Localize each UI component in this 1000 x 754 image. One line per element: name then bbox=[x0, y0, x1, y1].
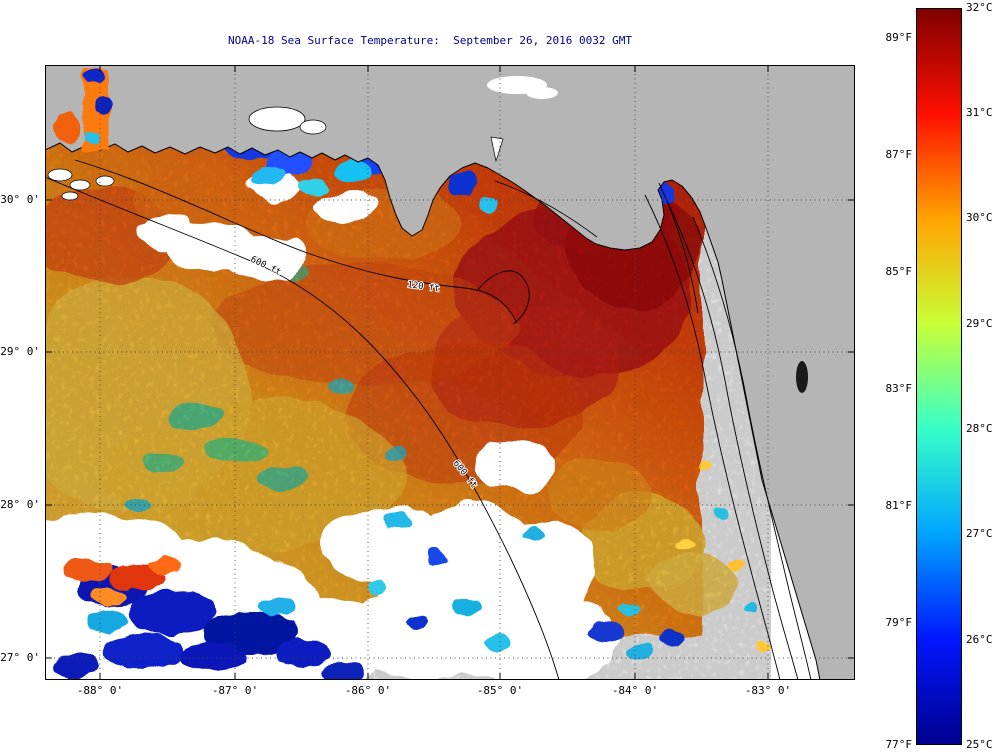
lake bbox=[248, 106, 306, 132]
axis-ticks bbox=[45, 65, 855, 680]
lake bbox=[299, 119, 327, 135]
marsh-island bbox=[61, 191, 79, 201]
x-tick-label: -83° 0' bbox=[744, 684, 792, 697]
marsh-island bbox=[95, 175, 115, 187]
colorbar-celsius-label: 32°C bbox=[966, 1, 993, 14]
colorbar-fahrenheit-label: 79°F bbox=[885, 616, 913, 629]
lat-lon-grid bbox=[45, 65, 855, 680]
marsh-island bbox=[69, 179, 91, 191]
land-mass bbox=[45, 65, 855, 680]
x-tick-label: -88° 0' bbox=[76, 684, 124, 697]
y-tick-label: 30° 0' bbox=[0, 193, 40, 206]
marsh-island bbox=[47, 168, 73, 182]
x-tick-label: -85° 0' bbox=[476, 684, 524, 697]
colorbar-fahrenheit-label: 81°F bbox=[885, 499, 913, 512]
coastline bbox=[45, 65, 855, 680]
y-tick-label: 27° 0' bbox=[0, 651, 40, 664]
y-tick-label: 29° 0' bbox=[0, 345, 40, 358]
cloud-over-land bbox=[526, 87, 558, 99]
colorbar-celsius-label: 29°C bbox=[966, 317, 993, 330]
colorbar-celsius-label: 30°C bbox=[966, 211, 993, 224]
plot-title-line1: NOAA-18 Sea Surface Temperature: Septemb… bbox=[228, 34, 632, 47]
x-tick-label: -86° 0' bbox=[344, 684, 392, 697]
inland-lake bbox=[796, 361, 808, 393]
bay bbox=[490, 136, 504, 163]
bathymetry-contours bbox=[45, 159, 812, 680]
colorbar-celsius-label: 25°C bbox=[966, 738, 993, 751]
colorbar-fahrenheit-label: 85°F bbox=[885, 265, 913, 278]
colorbar-celsius-label: 26°C bbox=[966, 633, 993, 646]
colorbar-celsius-label: 31°C bbox=[966, 106, 993, 119]
temperature-colorbar bbox=[916, 8, 962, 745]
axis-frame bbox=[45, 65, 855, 680]
y-tick-label: 28° 0' bbox=[0, 498, 40, 511]
map-canvas: 120 ft 600 ft 600 ft bbox=[45, 65, 855, 680]
colorbar-fahrenheit-label: 83°F bbox=[885, 382, 913, 395]
x-tick-label: -84° 0' bbox=[611, 684, 659, 697]
colorbar-fahrenheit-label: 77°F bbox=[885, 738, 913, 751]
colorbar-celsius-label: 27°C bbox=[966, 527, 993, 540]
x-tick-label: -87° 0' bbox=[211, 684, 259, 697]
colorbar-fahrenheit-label: 87°F bbox=[885, 148, 913, 161]
colorbar-fahrenheit-label: 89°F bbox=[885, 31, 913, 44]
colorbar-celsius-label: 28°C bbox=[966, 422, 993, 435]
bay-sst-patches bbox=[55, 69, 110, 151]
barrier-islands bbox=[494, 180, 598, 238]
